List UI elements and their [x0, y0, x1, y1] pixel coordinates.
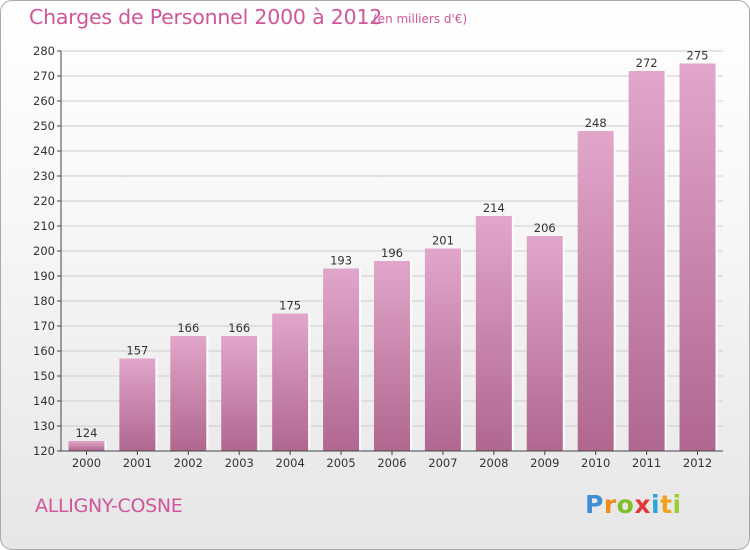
y-tick-label: 130 — [33, 419, 55, 433]
bar-value-label: 124 — [75, 426, 97, 440]
y-tick-label: 270 — [33, 69, 55, 83]
y-tick-label: 210 — [33, 219, 55, 233]
proxiti-logo-letter: i — [672, 490, 682, 519]
bar-value-label: 196 — [381, 246, 403, 260]
bar-value-label: 166 — [228, 321, 250, 335]
bar — [424, 248, 461, 451]
bar — [68, 441, 105, 451]
y-tick-label: 200 — [33, 244, 55, 258]
y-tick-label: 150 — [33, 369, 55, 383]
proxiti-logo-letter: o — [616, 490, 635, 519]
x-tick-label: 2004 — [276, 456, 305, 470]
y-tick-label: 140 — [33, 394, 55, 408]
bar-value-label: 157 — [126, 344, 148, 358]
bar-value-label: 166 — [177, 321, 199, 335]
x-tick-label: 2012 — [683, 456, 712, 470]
bar — [526, 236, 563, 451]
bar — [679, 63, 716, 451]
bars: 124 157 166 166 175 193 196 201 214 206 248 272 275 — [68, 49, 718, 451]
chart-subtitle: (en milliers d'€) — [373, 12, 468, 26]
y-tick-label: 180 — [33, 294, 55, 308]
proxiti-logo: Proxiti — [585, 490, 682, 519]
bar — [170, 336, 207, 451]
bar — [272, 313, 309, 451]
bar-value-label: 275 — [687, 49, 709, 63]
bar-value-label: 175 — [279, 299, 301, 313]
x-tick-label: 2002 — [174, 456, 203, 470]
bar-value-label: 272 — [636, 56, 658, 70]
bar — [323, 268, 360, 451]
bar-value-label: 193 — [330, 254, 352, 268]
bar — [628, 71, 665, 451]
y-tick-label: 280 — [33, 44, 55, 58]
y-tick-label: 240 — [33, 144, 55, 158]
x-tick-label: 2009 — [530, 456, 559, 470]
y-tick-label: 230 — [33, 169, 55, 183]
chart-title: Charges de Personnel 2000 à 2012 — [29, 5, 383, 29]
proxiti-logo-letter: r — [603, 490, 617, 519]
y-tick-label: 170 — [33, 319, 55, 333]
bar — [374, 261, 410, 451]
x-tick-label: 2003 — [225, 456, 254, 470]
bar — [577, 131, 614, 451]
bar-value-label: 201 — [432, 234, 454, 248]
proxiti-logo-letter: x — [634, 490, 651, 519]
y-tick-label: 160 — [33, 344, 55, 358]
x-tick-label: 2006 — [377, 456, 406, 470]
x-tick-label: 2011 — [632, 456, 661, 470]
x-tick-label: 2005 — [326, 456, 355, 470]
y-tick-label: 220 — [33, 194, 55, 208]
proxiti-logo-letter: P — [585, 490, 604, 519]
bar-value-label: 248 — [585, 116, 607, 130]
proxiti-logo-letter: i — [651, 490, 661, 519]
x-tick-label: 2008 — [479, 456, 508, 470]
bar-value-label: 214 — [483, 201, 505, 215]
bar — [221, 336, 258, 451]
x-tick-label: 2000 — [72, 456, 101, 470]
x-tick-label: 2007 — [428, 456, 457, 470]
bar — [475, 216, 512, 451]
y-tick-label: 120 — [33, 444, 55, 458]
bar-value-label: 206 — [534, 221, 556, 235]
bar — [119, 358, 156, 451]
y-tick-label: 250 — [33, 119, 55, 133]
proxiti-logo-letter: t — [660, 490, 673, 519]
x-tick-label: 2010 — [581, 456, 610, 470]
commune-name: ALLIGNY-COSNE — [35, 495, 183, 517]
y-tick-label: 260 — [33, 94, 55, 108]
x-tick-label: 2001 — [123, 456, 152, 470]
y-tick-label: 190 — [33, 269, 55, 283]
axes: 120 130 140 150 160 170 180 190 200 210 220 230 240 2… — [33, 44, 723, 470]
